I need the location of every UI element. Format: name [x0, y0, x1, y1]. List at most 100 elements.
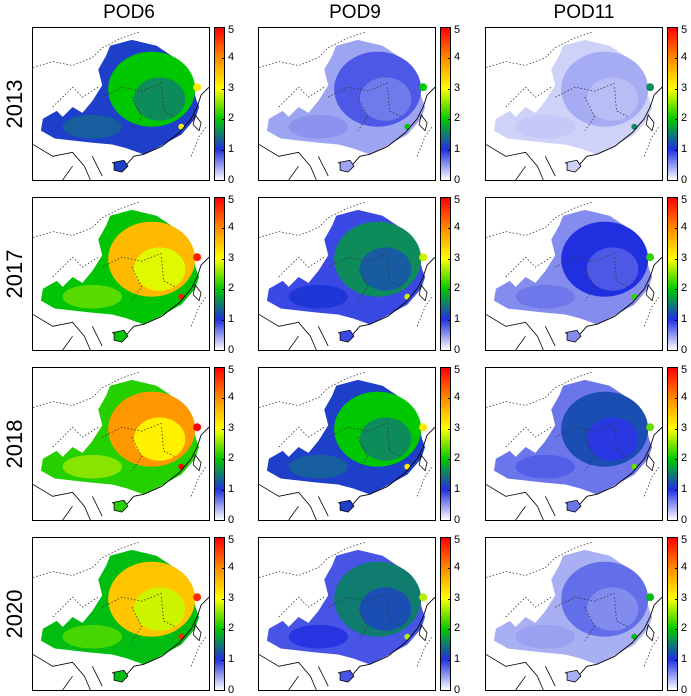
colorbar-tick-label: 4: [228, 220, 235, 233]
colorbar-tick-mark: [448, 289, 451, 291]
map-panel-2020-pod9: [258, 537, 436, 691]
colorbar-tick-label: 1: [681, 143, 688, 156]
colorbar-tick-mark: [675, 428, 678, 430]
map-panel-2020-pod6: [32, 537, 210, 691]
colorbar: [214, 537, 225, 691]
map-panel-2020-pod11: [485, 537, 663, 691]
colorbar-tick-mark: [448, 57, 451, 59]
colorbar-tick-label: 3: [681, 421, 688, 434]
colorbar-tick-label: 2: [454, 282, 461, 295]
colorbar-tick-mark: [675, 520, 678, 521]
colorbar-tick-label: 5: [681, 364, 688, 376]
colorbar-tick-mark: [448, 397, 451, 399]
colorbar-tick-mark: [675, 350, 678, 351]
colorbar-tick-label: 3: [228, 421, 235, 434]
colorbar-tick-mark: [222, 227, 225, 229]
colorbar-tick-mark: [675, 660, 678, 662]
colorbar-tick-mark: [222, 180, 225, 181]
colorbar-tick-mark: [675, 490, 678, 492]
colorbar-tick-label: 0: [681, 684, 688, 696]
colorbar-tick-label: 3: [454, 251, 461, 264]
colorbar-tick-mark: [222, 57, 225, 59]
map-panel-2018-pod11: [485, 367, 663, 521]
colorbar-tick-mark: [222, 629, 225, 631]
colorbar-tick-label: 1: [454, 313, 461, 326]
colorbar-tick-label: 2: [228, 282, 235, 295]
colorbar-tick-label: 5: [228, 364, 235, 376]
colorbar-tick-label: 2: [681, 282, 688, 295]
colorbar-tick-label: 3: [454, 591, 461, 604]
colorbar-tick-label: 1: [228, 313, 235, 326]
colorbar-tick-label: 5: [454, 24, 461, 36]
colorbar-tick-mark: [675, 459, 678, 461]
colorbar-tick-label: 5: [454, 194, 461, 206]
colorbar-tick-label: 0: [681, 174, 688, 186]
colorbar-tick-mark: [222, 367, 225, 368]
colorbar-tick-mark: [675, 88, 678, 90]
colorbar-tick-mark: [675, 197, 678, 198]
column-title-pod11: POD11: [553, 2, 615, 23]
colorbar-tick-mark: [675, 397, 678, 399]
colorbar-tick-label: 2: [228, 622, 235, 635]
colorbar-tick-mark: [448, 537, 451, 538]
colorbar-tick-label: 2: [454, 112, 461, 125]
row-title-2013: 2013: [2, 79, 27, 129]
colorbar-tick-label: 4: [681, 390, 688, 403]
colorbar-tick-label: 5: [228, 24, 235, 36]
colorbar-tick-mark: [222, 150, 225, 152]
colorbar-tick-label: 2: [681, 112, 688, 125]
colorbar-tick-mark: [448, 660, 451, 662]
colorbar-tick-label: 2: [681, 622, 688, 635]
colorbar-tick-mark: [448, 367, 451, 368]
colorbar-tick-mark: [222, 459, 225, 461]
colorbar-tick-label: 1: [454, 483, 461, 496]
colorbar-tick-mark: [222, 598, 225, 600]
colorbar-tick-label: 4: [228, 50, 235, 63]
colorbar-tick-mark: [448, 197, 451, 198]
colorbar-tick-mark: [222, 119, 225, 121]
colorbar-tick-label: 3: [681, 251, 688, 264]
colorbar-tick-mark: [448, 598, 451, 600]
map-panel-2017-pod6: [32, 197, 210, 351]
colorbar-tick-label: 4: [228, 560, 235, 573]
colorbar-tick-mark: [675, 150, 678, 152]
colorbar-tick-mark: [675, 567, 678, 569]
colorbar-tick-label: 4: [454, 220, 461, 233]
colorbar-tick-label: 1: [681, 653, 688, 666]
map-panel-2018-pod9: [258, 367, 436, 521]
colorbar-tick-mark: [448, 119, 451, 121]
colorbar-tick-mark: [675, 690, 678, 691]
colorbar-tick-label: 1: [681, 313, 688, 326]
column-title-pod9: POD9: [329, 2, 381, 23]
colorbar-tick-label: 0: [228, 174, 235, 186]
colorbar-tick-label: 3: [228, 591, 235, 604]
colorbar-tick-label: 0: [228, 514, 235, 526]
colorbar-tick-label: 3: [454, 421, 461, 434]
colorbar-tick-mark: [675, 320, 678, 322]
colorbar-tick-label: 1: [228, 143, 235, 156]
colorbar-tick-mark: [222, 397, 225, 399]
colorbar-tick-mark: [448, 227, 451, 229]
map-panel-2018-pod6: [32, 367, 210, 521]
colorbar-tick-label: 0: [228, 344, 235, 356]
colorbar: [440, 537, 451, 691]
colorbar-tick-mark: [222, 660, 225, 662]
colorbar-tick-mark: [448, 690, 451, 691]
colorbar-tick-label: 3: [454, 81, 461, 94]
colorbar-tick-mark: [675, 119, 678, 121]
colorbar-tick-label: 2: [454, 452, 461, 465]
colorbar-tick-mark: [675, 27, 678, 28]
colorbar-tick-label: 4: [454, 560, 461, 573]
colorbar: [667, 27, 678, 181]
colorbar: [214, 367, 225, 521]
colorbar-tick-mark: [675, 367, 678, 368]
colorbar: [214, 27, 225, 181]
colorbar-tick-mark: [448, 428, 451, 430]
colorbar-tick-label: 5: [228, 534, 235, 546]
colorbar-tick-label: 4: [681, 220, 688, 233]
colorbar-tick-label: 0: [228, 684, 235, 696]
colorbar-tick-label: 1: [454, 653, 461, 666]
colorbar-tick-mark: [675, 258, 678, 260]
colorbar-tick-mark: [448, 88, 451, 90]
colorbar-tick-mark: [222, 537, 225, 538]
